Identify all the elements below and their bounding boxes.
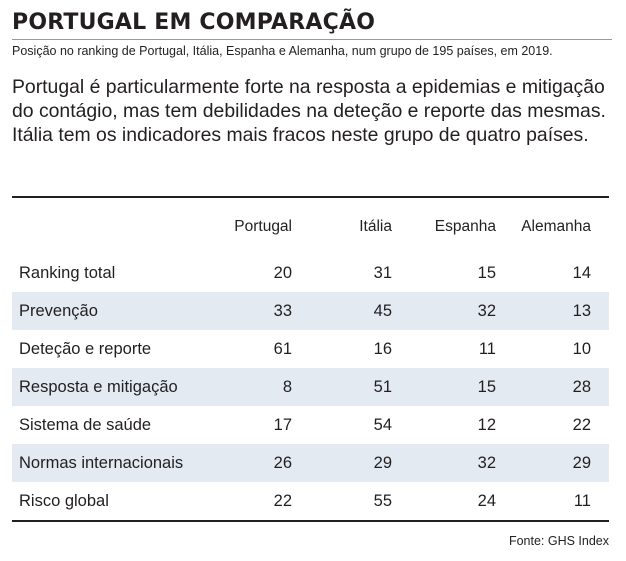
table-cell: 16 — [373, 339, 392, 358]
lead-line: Portugal é particularmente forte na resp… — [12, 76, 605, 98]
table-cell: 28 — [572, 377, 591, 396]
table-row: Normas internacionais 26 29 32 29 — [12, 444, 609, 482]
column-header-portugal: Portugal — [234, 218, 292, 235]
row-label: Ranking total — [19, 263, 116, 282]
row-label: Deteção e reporte — [19, 339, 152, 358]
table-body: Ranking total 20 31 15 14 Prevenção 33 45 32 13 De… — [12, 254, 609, 520]
table-cell: 32 — [477, 453, 496, 472]
table-cell: 31 — [373, 263, 392, 282]
table-cell: 15 — [477, 377, 496, 396]
page-subtitle: Posição no ranking de Portugal, Itália, … — [12, 44, 553, 58]
ranking-table: Portugal Itália Espanha Alemanha Ranking… — [12, 196, 609, 522]
column-header-espanha: Espanha — [434, 218, 496, 235]
table-cell: 20 — [273, 263, 292, 282]
table-cell: 29 — [572, 453, 591, 472]
table-row: Ranking total 20 31 15 14 — [12, 254, 609, 292]
table-cell: 61 — [273, 339, 292, 358]
table-cell: 51 — [373, 377, 392, 396]
table-cell: 8 — [282, 377, 292, 396]
table-cell: 33 — [273, 301, 292, 320]
table-cell: 55 — [373, 491, 392, 510]
lead-line: do contágio, mas tem debilidades na dete… — [12, 100, 606, 122]
column-header-italia: Itália — [359, 218, 392, 235]
row-label: Prevenção — [19, 301, 98, 320]
table-cell: 12 — [477, 415, 496, 434]
row-label: Sistema de saúde — [19, 415, 152, 434]
table-cell: 32 — [477, 301, 496, 320]
table-row: Sistema de saúde 17 54 12 22 — [12, 406, 609, 444]
table-row: Risco global 22 55 24 11 — [12, 482, 609, 520]
table-cell: 11 — [478, 339, 496, 358]
table-row: Prevenção 33 45 32 13 — [12, 292, 609, 330]
column-header-alemanha: Alemanha — [521, 218, 591, 235]
table-cell: 14 — [572, 263, 591, 282]
row-label: Resposta e mitigação — [19, 377, 178, 396]
header: PORTUGAL EM COMPARAÇÃO Posição no rankin… — [12, 10, 612, 147]
table-cell: 26 — [273, 453, 292, 472]
table-cell: 24 — [477, 491, 496, 510]
table-cell: 22 — [572, 415, 591, 434]
lead-line: Itália tem os indicadores mais fracos ne… — [12, 124, 589, 146]
row-label: Normas internacionais — [19, 453, 184, 472]
table-row: Deteção e reporte 61 16 11 10 — [12, 330, 609, 368]
table-cell: 11 — [573, 491, 591, 510]
table-cell: 22 — [273, 491, 292, 510]
page-title: PORTUGAL EM COMPARAÇÃO — [12, 10, 612, 40]
table-cell: 17 — [273, 415, 292, 434]
table-row: Resposta e mitigação 8 51 15 28 — [12, 368, 609, 406]
table-cell: 13 — [572, 301, 591, 320]
table-cell: 15 — [477, 263, 496, 282]
table-header-row: Portugal Itália Espanha Alemanha — [12, 198, 609, 254]
table-cell: 29 — [373, 453, 392, 472]
table-cell: 45 — [373, 301, 392, 320]
table-cell: 54 — [373, 415, 392, 434]
source-note: Fonte: GHS Index — [508, 534, 609, 548]
lead-paragraph: Portugal é particularmente forte na resp… — [12, 75, 612, 147]
table-cell: 10 — [572, 339, 591, 358]
row-label: Risco global — [19, 491, 109, 510]
